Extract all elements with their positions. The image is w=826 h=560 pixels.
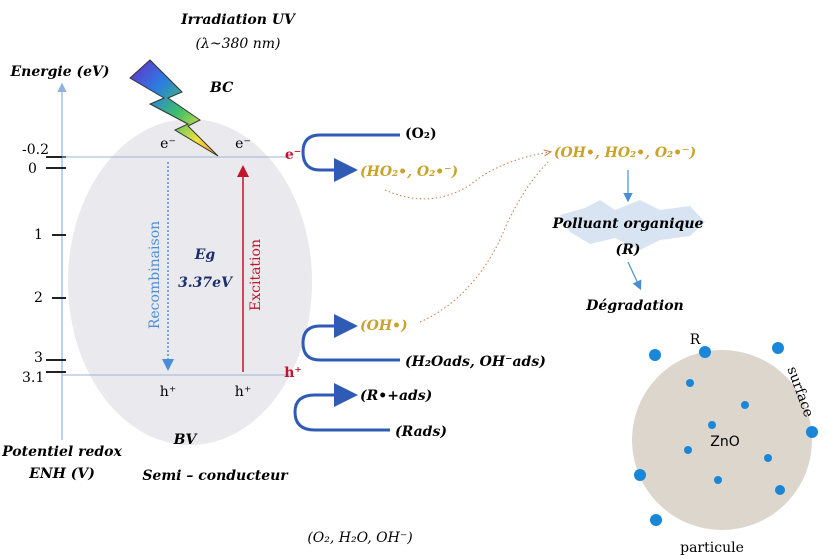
excitation-label: Excitation xyxy=(248,239,264,311)
diagram: Energie (eV) -0.2 0 1 2 3 3.1 Potentiel … xyxy=(0,0,826,560)
species: (HO₂•, O₂•⁻) xyxy=(360,164,458,180)
electron: e⁻ xyxy=(235,136,251,152)
species: (H₂Oads, OH⁻ads) xyxy=(405,354,546,370)
tick-label: 3 xyxy=(34,350,43,366)
gap-symbol: Eg xyxy=(194,247,216,263)
species: (Rads) xyxy=(395,424,447,440)
axis-bottom-title: Potentiel redox xyxy=(1,444,122,460)
axis-title: Energie (eV) xyxy=(9,64,109,80)
particle-r: R xyxy=(690,332,701,348)
electron: e⁻ xyxy=(160,136,176,152)
species: (R•+ads) xyxy=(360,388,432,404)
gap-value: 3.37eV xyxy=(178,275,234,291)
species-list: (O₂, H₂O, OH⁻) xyxy=(307,530,412,546)
cb-label: BC xyxy=(209,80,233,96)
arrow xyxy=(628,262,640,288)
species: (O₂) xyxy=(405,126,437,142)
radicals: (OH•, HO₂•, O₂•⁻) xyxy=(554,145,696,161)
hole-red: h⁺ xyxy=(284,365,302,381)
electron-red: e⁻ xyxy=(285,147,301,163)
pollutant: Polluant organique xyxy=(552,216,704,232)
tick-label: 0 xyxy=(28,161,37,177)
particle-label: particule xyxy=(680,540,744,556)
hole: h⁺ xyxy=(160,384,176,400)
hole: h⁺ xyxy=(235,384,251,400)
recombination-label: Recombinaison xyxy=(147,221,163,329)
axis-bottom-title: ENH (V) xyxy=(28,466,95,482)
pollutant-symbol: (R) xyxy=(616,242,641,258)
degradation-result: Dégradation xyxy=(585,298,683,314)
tick-label: -0.2 xyxy=(22,142,49,158)
species: (OH•) xyxy=(360,318,408,334)
core-label: ZnO xyxy=(710,434,739,450)
irradiation-wavelength: (λ~380 nm) xyxy=(196,36,281,52)
link xyxy=(420,160,550,322)
tick-label: 3.1 xyxy=(22,370,44,386)
tick-label: 2 xyxy=(34,290,43,306)
tick-label: 1 xyxy=(34,227,43,243)
vb-label: BV xyxy=(173,432,199,448)
page: Energie (eV) -0.2 0 1 2 3 3.1 Potentiel … xyxy=(0,0,826,560)
ticks: -0.2 0 1 2 3 3.1 xyxy=(22,142,66,386)
irradiation-title: Irradiation UV xyxy=(180,12,297,28)
semiconductor-label: Semi – conducteur xyxy=(142,468,289,484)
